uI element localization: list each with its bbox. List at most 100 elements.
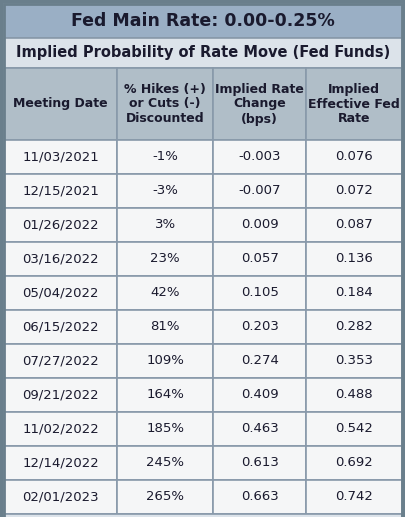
Text: 0.409: 0.409 bbox=[240, 388, 278, 402]
Bar bbox=[306, 242, 401, 276]
Bar bbox=[213, 344, 306, 378]
Bar bbox=[4, 242, 117, 276]
Bar bbox=[117, 446, 213, 480]
Bar bbox=[4, 378, 117, 412]
Text: 0.136: 0.136 bbox=[335, 252, 372, 266]
Text: -1%: -1% bbox=[152, 150, 178, 163]
Bar bbox=[117, 344, 213, 378]
Bar bbox=[213, 174, 306, 208]
Bar bbox=[4, 344, 117, 378]
Text: 109%: 109% bbox=[146, 355, 184, 368]
Text: Implied Probability of Rate Move (Fed Funds): Implied Probability of Rate Move (Fed Fu… bbox=[16, 45, 389, 60]
Bar bbox=[213, 412, 306, 446]
Bar bbox=[306, 68, 401, 140]
Bar bbox=[213, 446, 306, 480]
Bar bbox=[117, 412, 213, 446]
Text: 0.105: 0.105 bbox=[240, 286, 278, 299]
Text: 12/14/2022: 12/14/2022 bbox=[22, 457, 99, 469]
Text: 12/15/2021: 12/15/2021 bbox=[22, 185, 99, 197]
Bar bbox=[4, 276, 117, 310]
Text: 164%: 164% bbox=[146, 388, 184, 402]
Bar bbox=[117, 68, 213, 140]
Text: 06/15/2022: 06/15/2022 bbox=[22, 321, 99, 333]
Bar bbox=[4, 38, 401, 68]
Bar bbox=[213, 140, 306, 174]
Text: 0.353: 0.353 bbox=[335, 355, 372, 368]
Bar bbox=[117, 140, 213, 174]
Bar bbox=[306, 310, 401, 344]
Bar bbox=[213, 310, 306, 344]
Text: 42%: 42% bbox=[150, 286, 179, 299]
Text: 11/02/2022: 11/02/2022 bbox=[22, 422, 99, 435]
Text: Implied Rate
Change
(bps): Implied Rate Change (bps) bbox=[215, 83, 303, 126]
Text: -0.003: -0.003 bbox=[238, 150, 280, 163]
Text: 3%: 3% bbox=[154, 219, 175, 232]
Bar bbox=[4, 480, 117, 514]
Bar bbox=[213, 242, 306, 276]
Text: -3%: -3% bbox=[152, 185, 178, 197]
Bar bbox=[4, 4, 401, 38]
Bar bbox=[213, 480, 306, 514]
Text: 23%: 23% bbox=[150, 252, 179, 266]
Text: 05/04/2022: 05/04/2022 bbox=[22, 286, 99, 299]
Text: 0.184: 0.184 bbox=[335, 286, 372, 299]
Text: 185%: 185% bbox=[146, 422, 184, 435]
Text: 0.009: 0.009 bbox=[240, 219, 278, 232]
Bar bbox=[117, 378, 213, 412]
Text: 0.203: 0.203 bbox=[240, 321, 278, 333]
Bar bbox=[306, 208, 401, 242]
Text: % Hikes (+)
or Cuts (-)
Discounted: % Hikes (+) or Cuts (-) Discounted bbox=[124, 83, 206, 126]
Bar bbox=[4, 140, 117, 174]
Text: 0.463: 0.463 bbox=[240, 422, 278, 435]
Bar bbox=[306, 174, 401, 208]
Bar bbox=[4, 174, 117, 208]
Bar bbox=[306, 480, 401, 514]
Text: 0.057: 0.057 bbox=[240, 252, 278, 266]
Bar bbox=[306, 140, 401, 174]
Bar bbox=[117, 310, 213, 344]
Text: Implied
Effective Fed
Rate: Implied Effective Fed Rate bbox=[308, 83, 399, 126]
Text: 03/16/2022: 03/16/2022 bbox=[22, 252, 99, 266]
Bar bbox=[4, 446, 117, 480]
Bar bbox=[306, 378, 401, 412]
Bar bbox=[213, 276, 306, 310]
Text: 0.282: 0.282 bbox=[335, 321, 372, 333]
Bar bbox=[213, 208, 306, 242]
Text: 0.488: 0.488 bbox=[335, 388, 372, 402]
Text: 0.542: 0.542 bbox=[335, 422, 372, 435]
Text: 0.087: 0.087 bbox=[335, 219, 372, 232]
Bar bbox=[306, 446, 401, 480]
Text: 11/03/2021: 11/03/2021 bbox=[22, 150, 99, 163]
Bar bbox=[306, 276, 401, 310]
Bar bbox=[213, 68, 306, 140]
Bar bbox=[117, 276, 213, 310]
Text: 09/21/2022: 09/21/2022 bbox=[22, 388, 99, 402]
Bar bbox=[213, 378, 306, 412]
Bar bbox=[117, 480, 213, 514]
Bar bbox=[306, 412, 401, 446]
Bar bbox=[4, 68, 117, 140]
Text: 265%: 265% bbox=[146, 491, 184, 504]
Text: 0.663: 0.663 bbox=[240, 491, 278, 504]
Text: 0.274: 0.274 bbox=[240, 355, 278, 368]
Bar bbox=[4, 412, 117, 446]
Text: Meeting Date: Meeting Date bbox=[13, 98, 108, 111]
Text: 0.072: 0.072 bbox=[335, 185, 372, 197]
Text: 245%: 245% bbox=[146, 457, 184, 469]
Bar bbox=[4, 208, 117, 242]
Bar bbox=[4, 514, 401, 517]
Text: 02/01/2023: 02/01/2023 bbox=[22, 491, 99, 504]
Text: 01/26/2022: 01/26/2022 bbox=[22, 219, 99, 232]
Text: 0.742: 0.742 bbox=[335, 491, 372, 504]
Text: -0.007: -0.007 bbox=[238, 185, 280, 197]
Bar bbox=[117, 174, 213, 208]
Text: Fed Main Rate: 0.00-0.25%: Fed Main Rate: 0.00-0.25% bbox=[71, 12, 334, 30]
Text: 07/27/2022: 07/27/2022 bbox=[22, 355, 99, 368]
Bar bbox=[306, 344, 401, 378]
Bar bbox=[117, 242, 213, 276]
Bar bbox=[117, 208, 213, 242]
Bar bbox=[4, 310, 117, 344]
Text: 0.613: 0.613 bbox=[240, 457, 278, 469]
Text: 81%: 81% bbox=[150, 321, 179, 333]
Text: 0.692: 0.692 bbox=[335, 457, 372, 469]
